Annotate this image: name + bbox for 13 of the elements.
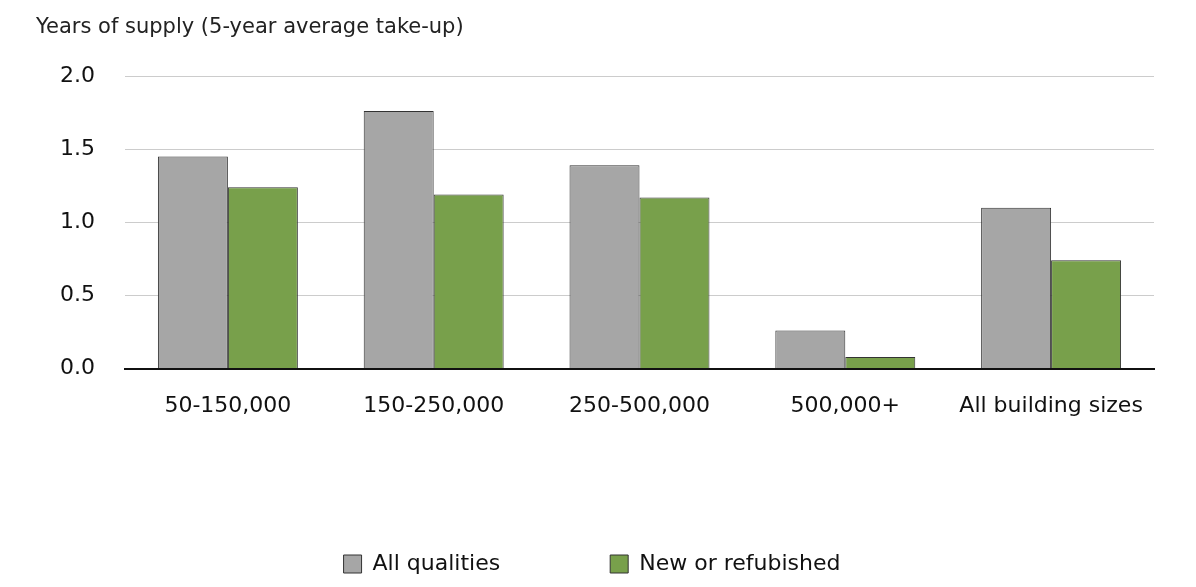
y-tick-label: 1.0 xyxy=(59,208,95,234)
x-tick-label: 150-250,000 xyxy=(363,391,505,417)
legend-label: All qualities xyxy=(372,549,501,575)
y-tick-label: 1.5 xyxy=(59,134,95,160)
legend-label: New or refubished xyxy=(639,549,841,575)
y-tick-label: 0.5 xyxy=(59,281,95,307)
x-tick-label: 50-150,000 xyxy=(164,391,292,417)
y-axis-title: Years of supply (5-year average take-up) xyxy=(36,14,464,38)
x-tick-label: 500,000+ xyxy=(790,391,901,417)
y-tick-label: 2.0 xyxy=(59,61,95,87)
x-tick-label: 250-500,000 xyxy=(569,391,710,417)
y-tick-label: 0.0 xyxy=(59,354,95,380)
x-tick-label: All building sizes xyxy=(959,391,1143,417)
